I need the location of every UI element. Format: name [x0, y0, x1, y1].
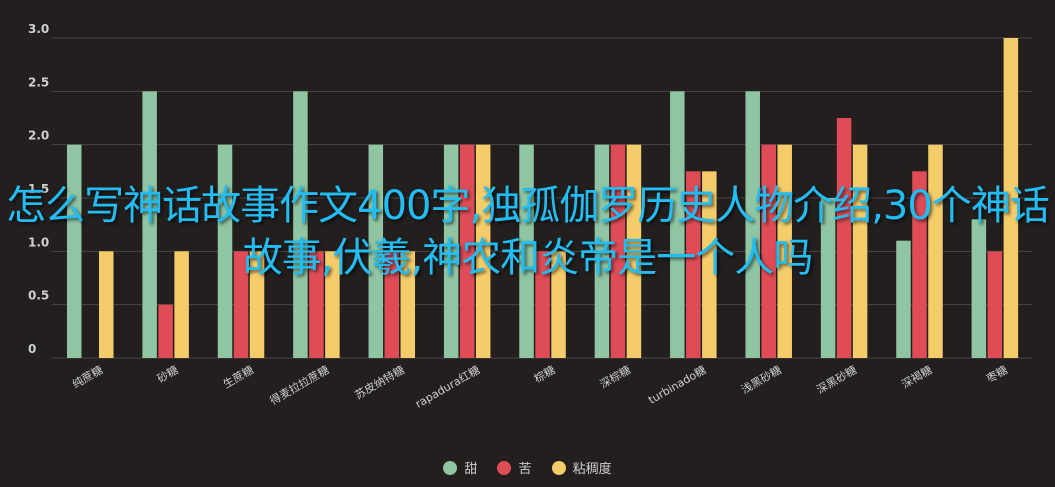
bar-2-7 [626, 144, 642, 358]
bar-0-9 [745, 91, 760, 358]
bar-0-4 [368, 144, 384, 358]
bar-2-3 [325, 251, 340, 358]
bar-0-11 [896, 240, 911, 358]
x-tick-label-7: 深棕糖 [597, 362, 633, 391]
x-tick-label-1: 砂糖 [155, 362, 181, 385]
bar-0-2 [217, 144, 233, 358]
bar-2-2 [249, 251, 265, 358]
bar-2-12 [1003, 38, 1019, 358]
bar-2-8 [702, 171, 717, 358]
bar-0-7 [594, 144, 610, 358]
y-tick-label-6: 3.0 [28, 22, 49, 36]
bar-2-1 [174, 251, 189, 358]
legend-swatch-sweet [443, 460, 458, 475]
x-tick-label-5: rapadura红糖 [413, 362, 483, 410]
x-tick-label-2: 生蔗糖 [220, 362, 256, 391]
bar-0-0 [67, 144, 82, 358]
bar-2-0 [99, 251, 114, 358]
bar-2-5 [475, 144, 491, 358]
bar-1-12 [987, 251, 1003, 358]
bar-1-1 [158, 304, 173, 358]
bar-0-10 [820, 198, 836, 358]
bar-2-4 [400, 251, 416, 358]
x-tick-label-9: 浅黑砂糖 [739, 362, 784, 396]
x-tick-label-3: 得麦拉拉蔗糖 [267, 362, 331, 407]
bar-2-10 [852, 144, 868, 358]
y-tick-label-2: 1.0 [28, 235, 49, 249]
x-tick-label-11: 深褐糖 [899, 362, 935, 391]
legend-label-viscosity: 粘稠度 [572, 462, 612, 477]
bar-0-1 [142, 91, 157, 358]
bar-1-11 [912, 171, 927, 358]
legend-item-bitter[interactable]: 苦 [497, 458, 532, 477]
bar-2-11 [928, 144, 943, 358]
x-tick-label-4: 苏皮纳特糖 [352, 362, 407, 402]
bar-0-5 [443, 144, 459, 358]
legend: 甜 苦 粘稠度 [0, 458, 1055, 479]
bar-1-6 [535, 251, 550, 358]
bar-0-3 [293, 91, 308, 358]
x-tick-label-10: 深黑砂糖 [814, 362, 859, 396]
y-tick-label-3: 1.5 [28, 182, 49, 196]
y-tick-label-5: 2.5 [28, 75, 49, 89]
bar-0-12 [971, 219, 987, 358]
bar-2-9 [777, 144, 792, 358]
bar-1-5 [459, 144, 475, 358]
x-tick-label-8: turbinado糖 [646, 362, 709, 406]
legend-item-sweet[interactable]: 甜 [443, 458, 477, 477]
y-tick-label-1: 0.5 [28, 289, 49, 303]
y-tick-label-4: 2.0 [28, 129, 49, 143]
bar-0-6 [519, 144, 534, 358]
x-tick-label-0: 纯蔗糖 [70, 362, 106, 391]
legend-label-sweet: 甜 [464, 462, 478, 477]
legend-swatch-bitter [497, 460, 512, 475]
bar-1-2 [233, 251, 249, 358]
x-tick-label-12: 枣糖 [984, 362, 1010, 385]
bar-1-7 [610, 144, 626, 358]
bar-1-10 [836, 118, 852, 358]
bar-1-3 [309, 251, 324, 358]
bar-2-6 [551, 251, 566, 358]
bar-1-4 [384, 251, 400, 358]
overlay-title: 怎么写神话故事作文400字,独孤伽罗历史人物介绍,30个神话故事,伏羲,神农和炎… [6, 183, 1050, 281]
legend-swatch-viscosity [551, 460, 566, 475]
x-tick-label-6: 棕糖 [531, 362, 557, 385]
bar-1-9 [761, 144, 776, 358]
legend-label-bitter: 苦 [518, 462, 532, 477]
bar-0-8 [670, 91, 685, 358]
legend-item-viscosity[interactable]: 粘稠度 [551, 458, 612, 477]
bar-1-8 [686, 171, 701, 358]
y-tick-label-0: 0 [28, 342, 36, 356]
